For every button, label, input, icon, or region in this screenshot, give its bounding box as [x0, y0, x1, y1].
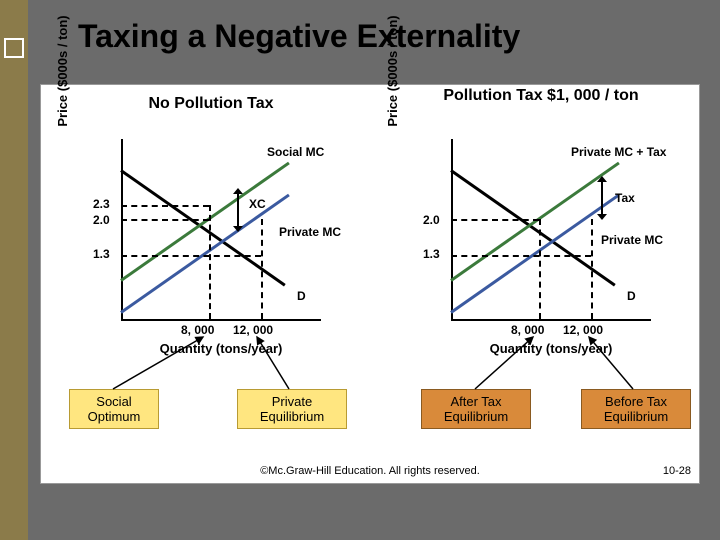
- xtick-8k: 8, 000: [181, 323, 214, 337]
- dash-12k: [261, 219, 263, 319]
- pmc-label-r: Private MC: [601, 233, 663, 247]
- accent-square: [4, 38, 24, 58]
- social-mc-line: [120, 162, 290, 282]
- private-mc-line: [120, 194, 290, 314]
- left-chart: Price ($000s / ton) Social MC XC Private…: [61, 131, 361, 361]
- left-ylabel: Price ($000s / ton): [55, 0, 70, 151]
- right-chart-title: Pollution Tax $1, 000 / ton: [411, 87, 671, 105]
- dash-12k-r: [591, 219, 593, 319]
- right-xlabel: Quantity (tons/year): [451, 341, 651, 356]
- legend-after-tax: After Tax Equilibrium: [421, 389, 531, 429]
- xc-label: XC: [249, 197, 266, 211]
- tax-arrow: [601, 181, 603, 215]
- pmc-tax-line: [450, 162, 620, 282]
- ytick-13: 1.3: [93, 247, 110, 261]
- tax-label: Tax: [615, 191, 635, 205]
- pmc-line-r: [450, 194, 620, 314]
- y-axis: [121, 139, 123, 319]
- dash-13-r: [451, 255, 591, 257]
- legend-before-tax: Before Tax Equilibrium: [581, 389, 691, 429]
- x-axis: [121, 319, 321, 321]
- ytick-13-r: 1.3: [423, 247, 440, 261]
- ytick-20-r: 2.0: [423, 213, 440, 227]
- y-axis-r: [451, 139, 453, 319]
- xc-arrow: [237, 193, 239, 227]
- left-xlabel: Quantity (tons/year): [121, 341, 321, 356]
- xtick-12k-r: 12, 000: [563, 323, 603, 337]
- right-plot: Private MC + Tax Tax Private MC D 2.0 1.…: [433, 139, 663, 319]
- slide-body: No Pollution Tax Pollution Tax $1, 000 /…: [40, 84, 700, 484]
- dash-8k-r: [539, 219, 541, 319]
- page-number: 10-28: [663, 465, 691, 477]
- xtick-12k: 12, 000: [233, 323, 273, 337]
- dash-8k: [209, 205, 211, 319]
- d-label: D: [297, 289, 306, 303]
- left-plot: Social MC XC Private MC D 2.3 2.0 1.3 8,…: [103, 139, 333, 319]
- dash-13: [121, 255, 261, 257]
- left-chart-title: No Pollution Tax: [91, 95, 331, 113]
- smc-label: Social MC: [267, 145, 324, 159]
- right-chart: Price ($000s / ton) Private MC + Tax Tax…: [391, 131, 691, 361]
- x-axis-r: [451, 319, 651, 321]
- copyright: ©Mc.Graw-Hill Education. All rights rese…: [41, 465, 699, 477]
- ytick-23: 2.3: [93, 197, 110, 211]
- dash-20: [121, 219, 209, 221]
- dash-23: [121, 205, 209, 207]
- xtick-8k-r: 8, 000: [511, 323, 544, 337]
- legend-private-eq: Private Equilibrium: [237, 389, 347, 429]
- slide-title: Taxing a Negative Externality: [78, 18, 520, 55]
- accent-bar: [0, 0, 28, 540]
- legend-social-optimum: Social Optimum: [69, 389, 159, 429]
- d-label-r: D: [627, 289, 636, 303]
- dash-20-r: [451, 219, 539, 221]
- pmc-label: Private MC: [279, 225, 341, 239]
- right-ylabel: Price ($000s / ton): [385, 0, 400, 151]
- pmc-tax-label: Private MC + Tax: [571, 145, 666, 159]
- ytick-20: 2.0: [93, 213, 110, 227]
